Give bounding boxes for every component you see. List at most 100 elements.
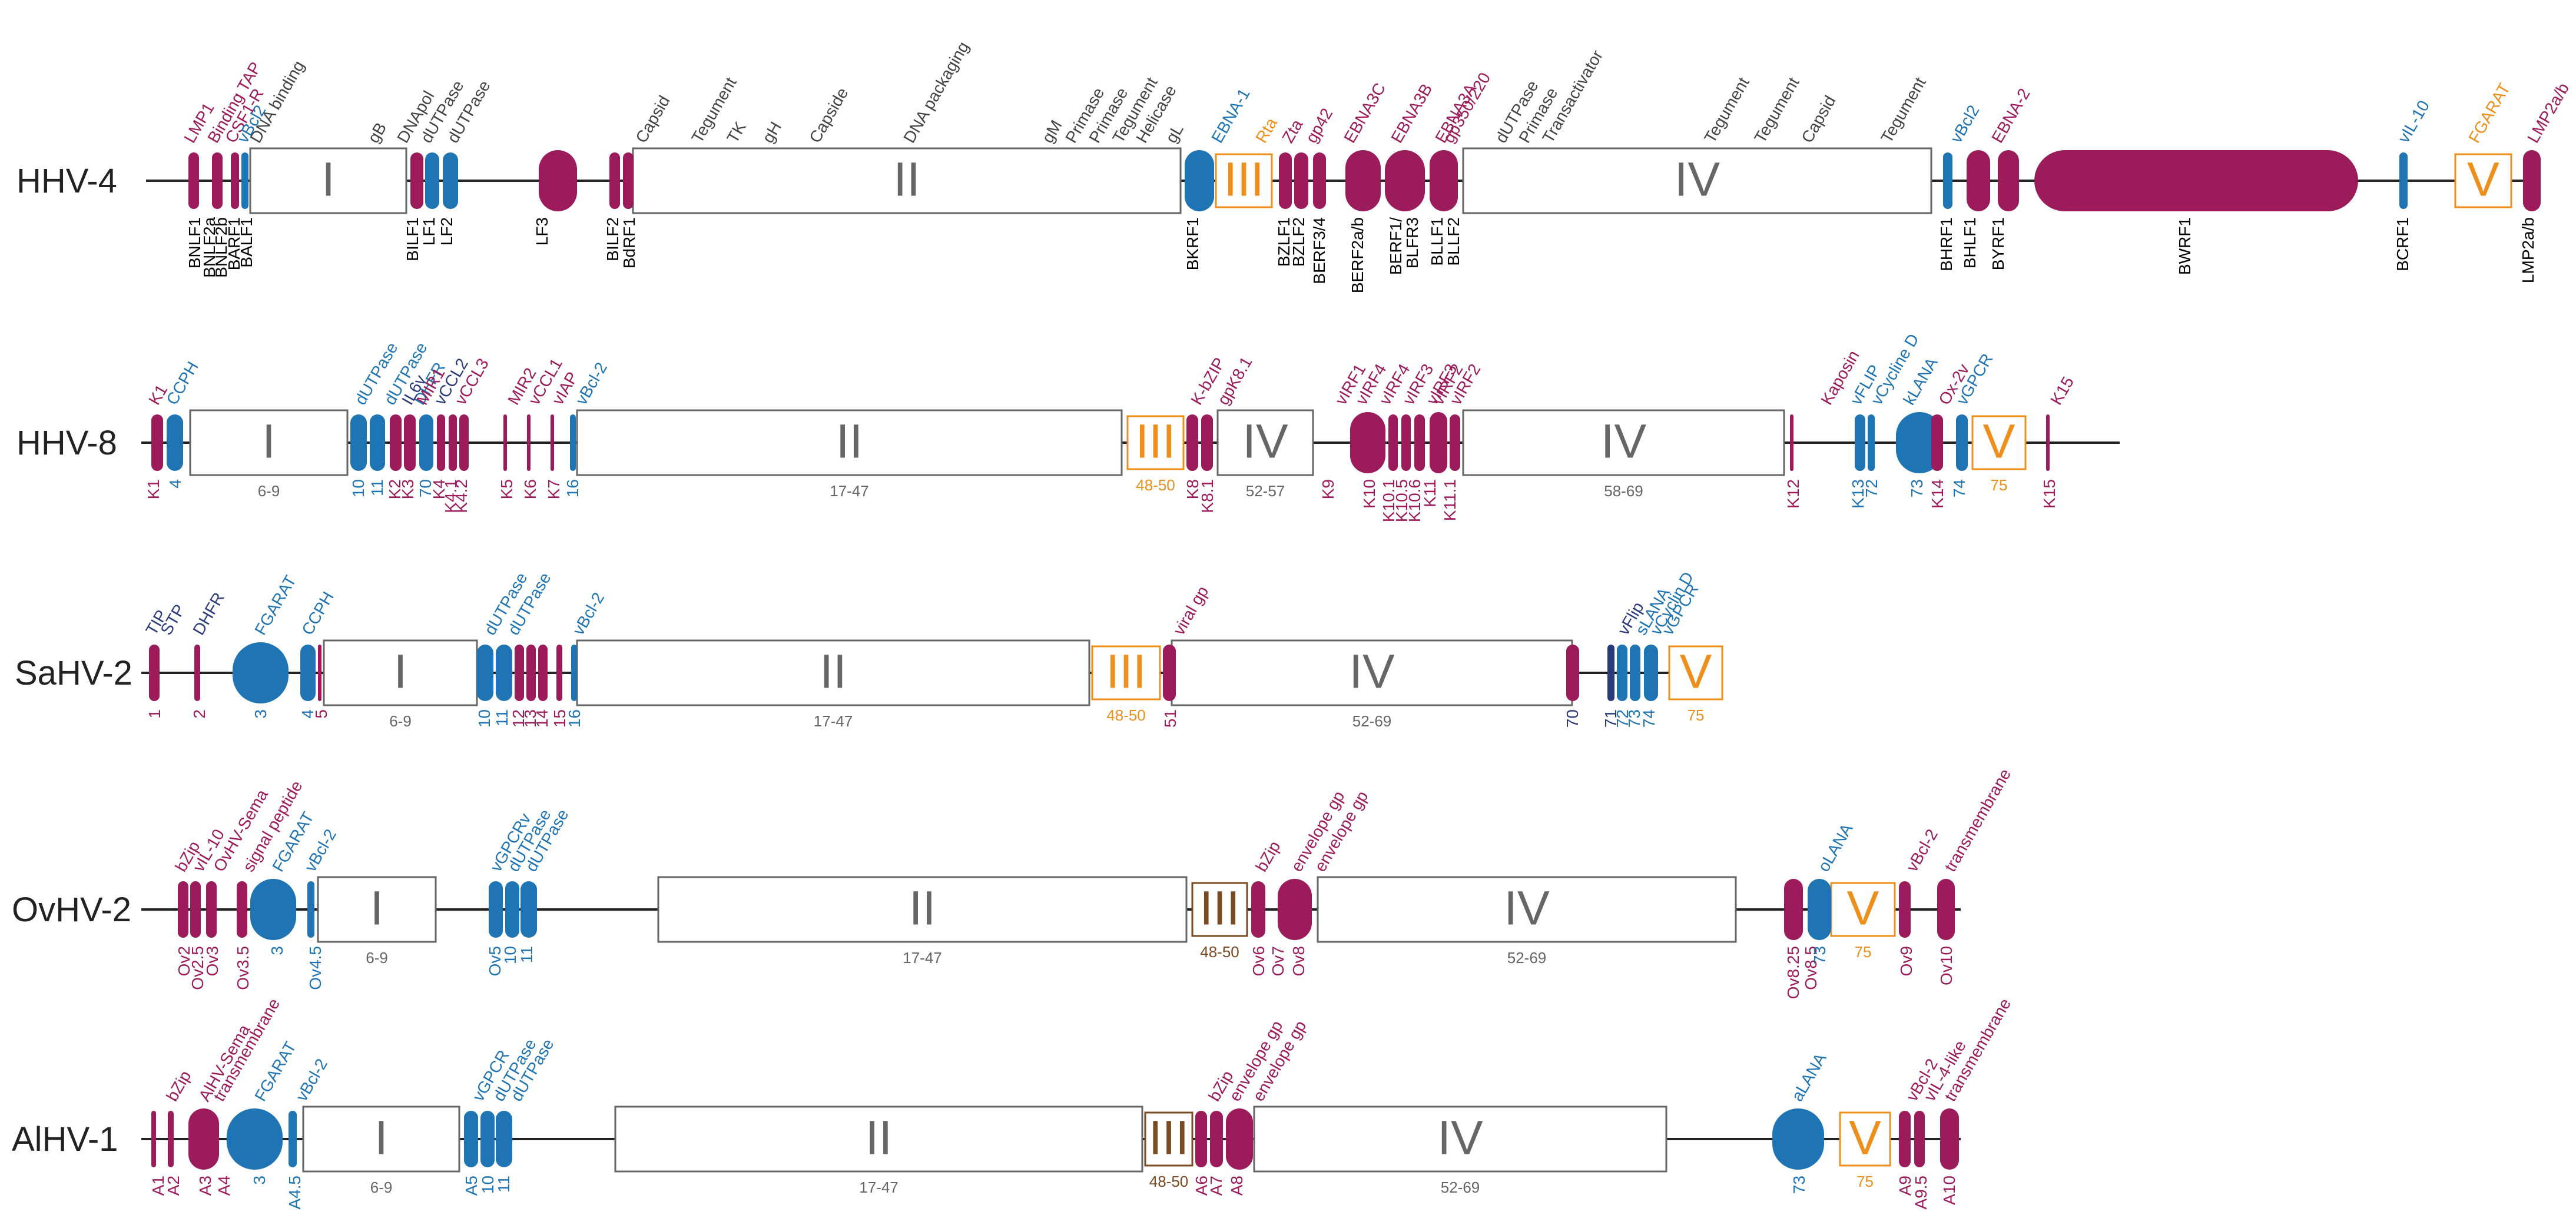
gene-orf — [1899, 1111, 1911, 1167]
block-numeral: V — [1680, 645, 1712, 699]
gene-orf — [1998, 150, 2019, 211]
orf-id-label: K10.6 — [1405, 479, 1424, 522]
orf-id-label: K4.2 — [452, 479, 470, 513]
gene-orf — [464, 1111, 478, 1167]
orf-id-label: 74 — [1950, 479, 1968, 497]
orf-id-label: A9 — [1896, 1176, 1914, 1196]
gene-orf — [1430, 150, 1458, 211]
gene-orf — [194, 645, 200, 701]
gene-orf — [1931, 414, 1943, 471]
gene-name-label: FGARAT — [2465, 80, 2514, 146]
gene-orf — [1201, 414, 1213, 471]
block-box — [323, 639, 478, 706]
orf-id-label: A10 — [1940, 1176, 1958, 1205]
gene-orf — [1784, 879, 1803, 940]
orf-id-label: K6 — [521, 479, 539, 499]
block-box — [1971, 415, 2027, 470]
virus-name: AlHV-1 — [12, 1120, 118, 1158]
gene-orf — [1163, 645, 1176, 701]
block-box — [632, 147, 1182, 214]
orf-id-label: 4 — [299, 709, 317, 719]
block-numeral: III — [1149, 1111, 1189, 1165]
gene-function-label: gL — [1162, 121, 1186, 146]
gene-name-label: vIL-10 — [2394, 97, 2433, 146]
block-box — [1317, 876, 1737, 943]
gene-name-label: bZip — [163, 1067, 194, 1104]
block-range: 75 — [1855, 943, 1872, 961]
gene-orf — [188, 152, 199, 209]
gene-name-label: EBNA-2 — [1988, 85, 2033, 146]
block-box — [1144, 1111, 1193, 1167]
orf-id-label: 72 — [1613, 709, 1632, 728]
gene-orf — [151, 1111, 156, 1167]
orf-id-label: K5 — [498, 479, 516, 499]
orf-id-label: Ov3 — [203, 946, 221, 976]
gene-orf — [515, 645, 524, 701]
gene-orf — [443, 152, 458, 209]
gene-function-label: Tegument — [1700, 74, 1752, 146]
orf-id-label: 15 — [551, 709, 569, 728]
block-range: 17-47 — [814, 712, 853, 730]
conserved-block: III 48-50 — [1144, 1111, 1193, 1190]
orf-id-label: BERF1/ — [1387, 217, 1405, 275]
orf-id-label: 72 — [1862, 479, 1881, 497]
orf-id-label: Ov2.5 — [188, 946, 207, 990]
block-box — [1462, 147, 1932, 214]
gene-function-label: Capsid — [1798, 92, 1839, 146]
conserved-block: IV 58-69 — [1462, 409, 1785, 500]
gene-orf — [505, 881, 519, 938]
orf-id-label: 73 — [1811, 946, 1829, 964]
conserved-block: V — [2454, 153, 2512, 208]
gene-function-label: gM — [1038, 117, 1065, 146]
gene-name-label: Zta — [1278, 116, 1306, 146]
genome-row-hhv-8: HHV-8 I6-9II17-47III48-50IV52-57IV58-69V7… — [16, 331, 2120, 522]
orf-id-label: 3 — [251, 709, 270, 719]
block-numeral: V — [2467, 153, 2499, 207]
block-range: 75 — [1856, 1173, 1874, 1190]
block-box — [576, 639, 1090, 706]
gene-name-label: gp350/220 — [1439, 69, 1494, 146]
orf-id-label: Ov8.5 — [1802, 946, 1820, 990]
gene-orf — [178, 881, 188, 938]
orf-id-label: BERF3/4 — [1310, 217, 1328, 284]
orf-id-label: A6 — [1192, 1176, 1211, 1196]
block-box — [1215, 153, 1273, 208]
conserved-block: II — [632, 147, 1182, 214]
block-box — [1171, 639, 1573, 706]
orf-id-label: 3 — [250, 1176, 268, 1185]
orf-id-label: 2 — [190, 709, 208, 719]
gene-name-label: CCPH — [298, 589, 337, 638]
gene-orf — [1313, 152, 1326, 209]
gene-orf — [449, 414, 457, 471]
orf-id-label: 73 — [1625, 709, 1643, 728]
gene-orf — [496, 645, 512, 701]
gene-orf — [1868, 414, 1875, 471]
block-box — [614, 1106, 1143, 1173]
block-range: 52-69 — [1352, 712, 1392, 730]
gene-orf — [1630, 645, 1640, 701]
gene-orf — [1914, 1111, 1925, 1167]
gene-name-label: vBcl-2 — [569, 589, 608, 638]
orf-id-label: BCRF1 — [2393, 217, 2412, 271]
block-numeral: IV — [1601, 415, 1647, 469]
gene-name-label: LMP2a/b — [2524, 79, 2572, 146]
orf-id-label: K11.1 — [1441, 479, 1459, 521]
conserved-block: IV 52-69 — [1253, 1106, 1667, 1196]
genome-row-ovhv-2: OvHV-2 I 6-9 II 17-47 III 48-50 IV 52-69 V 75 bZip v… — [12, 766, 2014, 1000]
gene-orf — [190, 881, 201, 938]
block-range: 6-9 — [258, 482, 280, 500]
orf-id-label: BLLF1 — [1428, 217, 1446, 266]
orf-id-label: BLLF2 — [1444, 217, 1463, 266]
gene-orf — [1430, 412, 1447, 473]
orf-id-label: A7 — [1207, 1176, 1225, 1196]
block-numeral: IV — [1504, 882, 1550, 935]
orf-id-label: 70 — [416, 479, 435, 497]
orf-id-label: Ov9 — [1897, 946, 1915, 976]
gene-function-label: gH — [758, 118, 785, 146]
gene-orf — [390, 414, 402, 471]
orf-id-label: Ov10 — [1937, 946, 1955, 985]
gene-orf — [241, 152, 248, 209]
orf-id-label: BHRF1 — [1937, 217, 1955, 271]
orf-id-label: BLFR3 — [1403, 217, 1421, 268]
conserved-block: IV 52-57 — [1216, 409, 1314, 500]
